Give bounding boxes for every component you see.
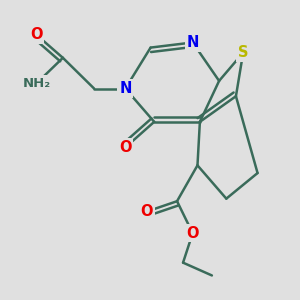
Text: NH₂: NH₂ [22,77,50,90]
Text: S: S [238,45,248,60]
Text: O: O [186,226,199,241]
Text: O: O [141,204,153,219]
Text: N: N [187,35,199,50]
Text: N: N [119,81,132,96]
Text: O: O [119,140,132,155]
Text: O: O [30,27,43,42]
